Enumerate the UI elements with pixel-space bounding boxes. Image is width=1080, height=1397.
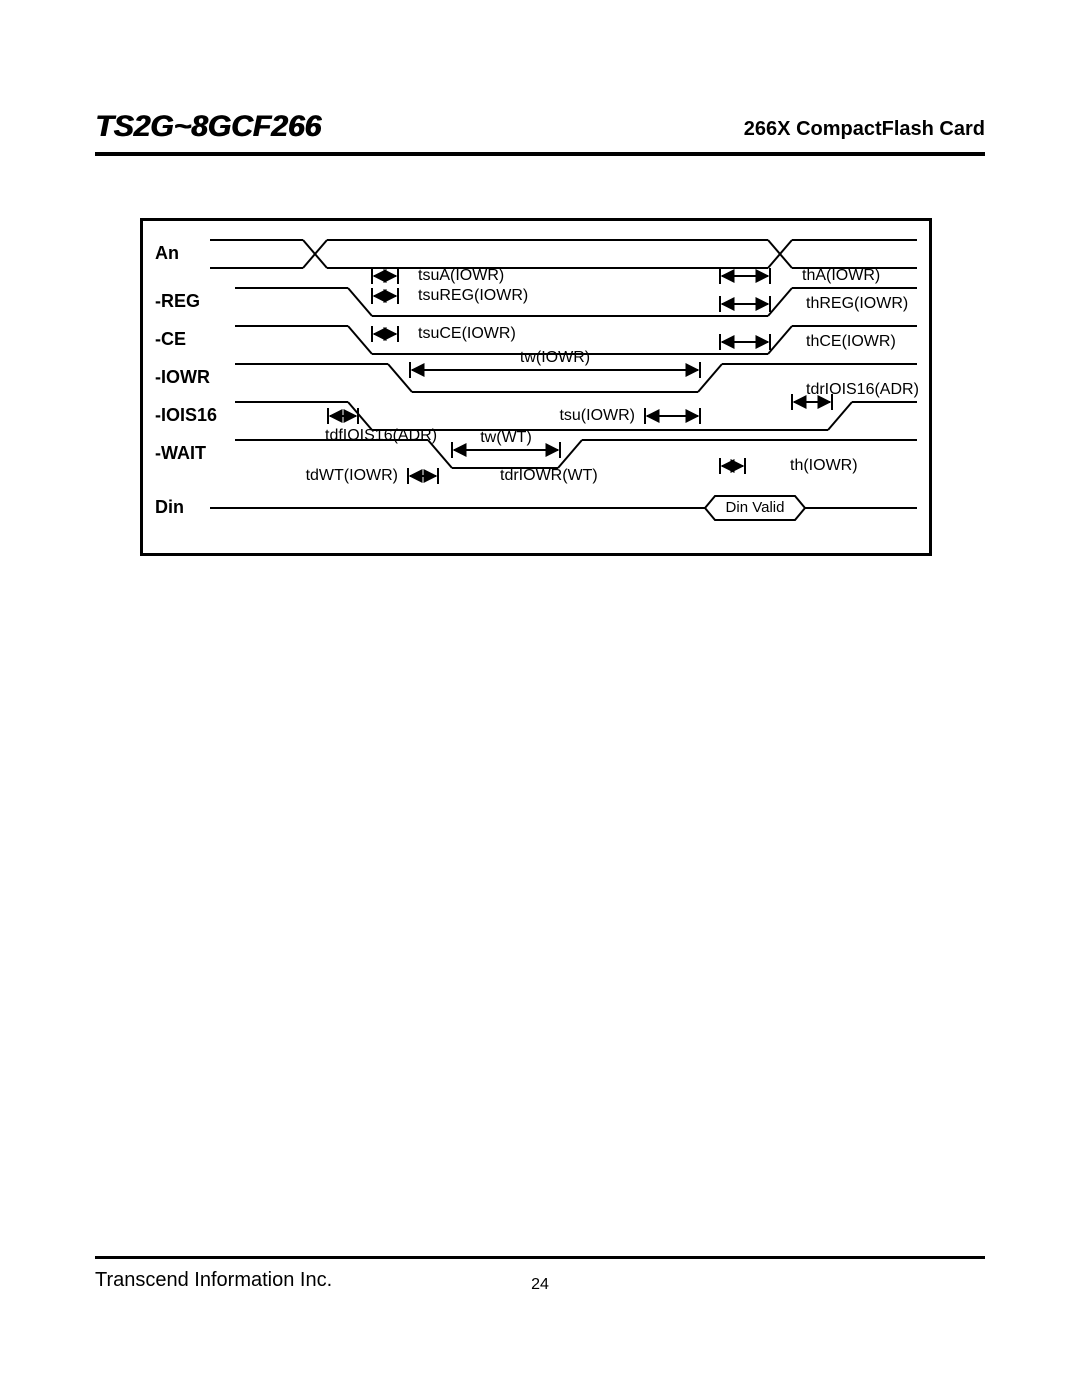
annotation-thREG(IOWR): thREG(IOWR) xyxy=(806,295,908,312)
annotation-tdWT(IOWR): tdWT(IOWR) xyxy=(306,467,398,484)
signal-label-din: Din xyxy=(155,497,184,517)
annotation-tsu(IOWR): tsu(IOWR) xyxy=(559,407,635,424)
annotation-tw(IOWR): tw(IOWR) xyxy=(520,349,590,366)
doc-subtitle: 266X CompactFlash Card xyxy=(744,118,985,141)
signal-label-iois16: -IOIS16 xyxy=(155,405,217,425)
page-number: 24 xyxy=(531,1276,549,1294)
signal-label-an: An xyxy=(155,243,179,263)
signal-label-ce: -CE xyxy=(155,329,186,349)
annotation-thA(IOWR): thA(IOWR) xyxy=(802,267,880,284)
page-header: TS2G~8GCF266 266X CompactFlash Card xyxy=(95,110,985,144)
annotation-tdfIOIS16(ADR): tdfIOIS16(ADR) xyxy=(325,427,437,444)
annotation-tsuCE(IOWR): tsuCE(IOWR) xyxy=(418,325,516,342)
doc-title: TS2G~8GCF266 xyxy=(95,110,321,144)
company-name: Transcend Information Inc. xyxy=(95,1269,332,1291)
annotation-tdrIOWR(WT): tdrIOWR(WT) xyxy=(500,467,598,484)
annotation-tsuREG(IOWR): tsuREG(IOWR) xyxy=(418,287,528,304)
annotation-th(IOWR): th(IOWR) xyxy=(790,457,858,474)
annotation-tw(WT): tw(WT) xyxy=(480,429,532,446)
annotation-tsuA(IOWR): tsuA(IOWR) xyxy=(418,267,504,284)
signal-label-iowr: -IOWR xyxy=(155,367,210,387)
signal-label-wait: -WAIT xyxy=(155,443,206,463)
signal-label-reg: -REG xyxy=(155,291,200,311)
page-footer: Transcend Information Inc. 24 xyxy=(95,1256,985,1292)
annotation-thCE(IOWR): thCE(IOWR) xyxy=(806,333,896,350)
din-valid-label: Din Valid xyxy=(726,499,785,516)
annotation-tdrIOIS16(ADR): tdrIOIS16(ADR) xyxy=(806,381,919,398)
timing-diagram: An -REG -CE -IOWR -IOIS16 -WAIT Din Din Valid ts… xyxy=(140,218,932,556)
footer-rule xyxy=(95,1256,985,1259)
header-rule xyxy=(95,152,985,156)
